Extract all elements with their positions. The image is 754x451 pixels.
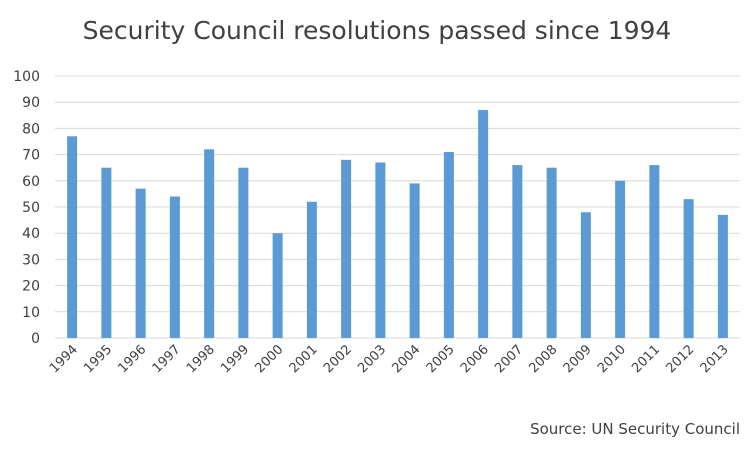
bar-1994 [67,136,78,338]
x-tick-label: 2013 [698,342,732,376]
x-tick-label: 1995 [81,342,115,376]
bar-2009 [580,212,591,338]
x-tick-label: 1999 [218,342,252,376]
bars [67,110,728,338]
x-tick-label: 2009 [561,342,595,376]
y-tick-label: 80 [22,121,40,137]
x-tick-label: 2004 [389,342,423,376]
x-tick-label: 2001 [287,342,321,376]
x-tick-label: 2002 [321,342,355,376]
x-tick-label: 2011 [629,342,663,376]
x-tick-label: 2007 [492,342,526,376]
y-tick-label: 100 [13,69,40,85]
bar-2002 [341,159,352,338]
y-tick-label: 60 [22,174,40,190]
bar-2006 [478,110,489,338]
x-axis-ticks: 1994 1995 1996 1997 1998 1999 2000 2001 2002 2003… [47,342,732,376]
x-tick-label: 2003 [355,342,389,376]
y-tick-label: 90 [22,95,40,111]
x-tick-label: 2012 [663,342,697,376]
y-tick-label: 10 [22,305,40,321]
x-tick-label: 1996 [115,342,149,376]
x-tick-label: 2010 [595,342,629,376]
y-tick-label: 20 [22,279,40,295]
y-tick-label: 0 [31,331,40,347]
x-tick-label: 1997 [150,342,184,376]
x-tick-label: 2008 [526,342,560,376]
y-tick-label: 70 [22,148,40,164]
gridlines [55,75,740,339]
bar-1996 [135,188,146,338]
x-tick-label: 1998 [184,342,218,376]
bar-2012 [683,199,694,338]
bar-2013 [717,214,728,338]
y-tick-label: 50 [22,200,40,216]
y-tick-label: 30 [22,252,40,268]
bar-2003 [375,162,386,338]
bar-2000 [272,233,283,338]
bar-2001 [306,201,317,338]
chart-title: Security Council resolutions passed sinc… [82,16,672,45]
bar-2007 [512,165,523,338]
bar-1995 [101,167,112,338]
bar-2004 [409,183,420,338]
bar-2005 [443,151,454,338]
y-axis-ticks: 0 10 20 30 40 50 60 70 80 90 100 [13,69,40,347]
bar-2011 [649,165,660,338]
y-tick-label: 40 [22,226,40,242]
bar-1997 [169,196,180,338]
x-tick-label: 2005 [424,342,458,376]
source-note: Source: UN Security Council [530,420,740,438]
x-tick-label: 1994 [47,342,81,376]
bar-1998 [204,149,215,338]
x-tick-label: 2006 [458,342,492,376]
x-tick-label: 2000 [252,342,286,376]
bar-1999 [238,167,249,338]
bar-2010 [615,180,626,338]
bar-2008 [546,167,557,338]
